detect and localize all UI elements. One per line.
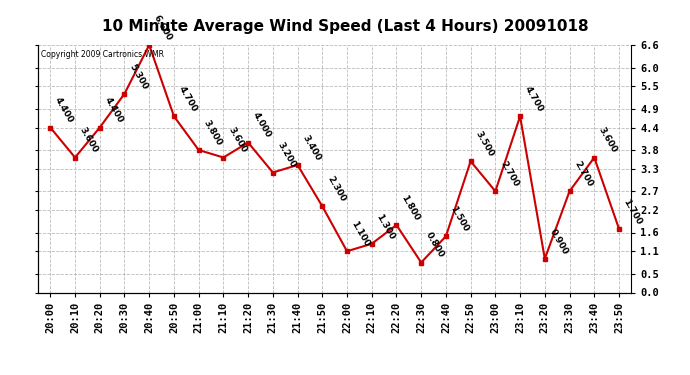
Text: 2.300: 2.300 [325, 175, 347, 204]
Text: 0.800: 0.800 [424, 231, 446, 260]
Text: 10 Minute Average Wind Speed (Last 4 Hours) 20091018: 10 Minute Average Wind Speed (Last 4 Hou… [101, 19, 589, 34]
Text: 1.100: 1.100 [350, 220, 372, 249]
Text: 3.600: 3.600 [597, 126, 619, 155]
Text: 3.800: 3.800 [201, 118, 224, 147]
Text: 1.500: 1.500 [448, 205, 471, 234]
Text: 4.400: 4.400 [103, 96, 124, 125]
Text: 5.300: 5.300 [127, 62, 149, 91]
Text: 4.700: 4.700 [523, 84, 545, 114]
Text: 3.600: 3.600 [78, 126, 99, 155]
Text: 3.600: 3.600 [226, 126, 248, 155]
Text: 2.700: 2.700 [572, 159, 594, 189]
Text: 4.700: 4.700 [177, 84, 199, 114]
Text: 3.400: 3.400 [300, 133, 322, 162]
Text: 1.300: 1.300 [375, 212, 396, 241]
Text: 3.200: 3.200 [275, 141, 297, 170]
Text: 4.000: 4.000 [251, 111, 273, 140]
Text: Copyright 2009 Cartronics WMR: Copyright 2009 Cartronics WMR [41, 50, 164, 59]
Text: 0.900: 0.900 [548, 227, 569, 256]
Text: 1.800: 1.800 [400, 194, 421, 222]
Text: 3.500: 3.500 [473, 130, 495, 159]
Text: 6.600: 6.600 [152, 13, 174, 42]
Text: 2.700: 2.700 [498, 159, 520, 189]
Text: 4.400: 4.400 [53, 96, 75, 125]
Text: 1.700: 1.700 [622, 197, 644, 226]
